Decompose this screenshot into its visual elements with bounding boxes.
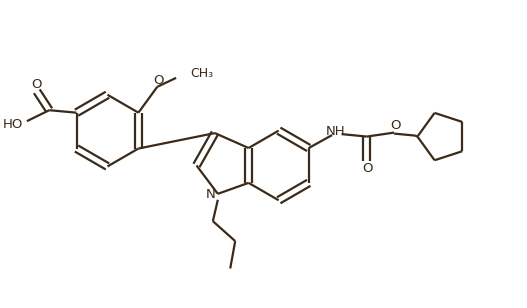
Text: CH₃: CH₃: [190, 67, 213, 80]
Text: O: O: [390, 119, 401, 132]
Text: O: O: [362, 162, 373, 175]
Text: HO: HO: [3, 118, 23, 131]
Text: N: N: [206, 188, 216, 201]
Text: O: O: [32, 78, 42, 91]
Text: NH: NH: [325, 125, 345, 138]
Text: O: O: [153, 74, 163, 87]
